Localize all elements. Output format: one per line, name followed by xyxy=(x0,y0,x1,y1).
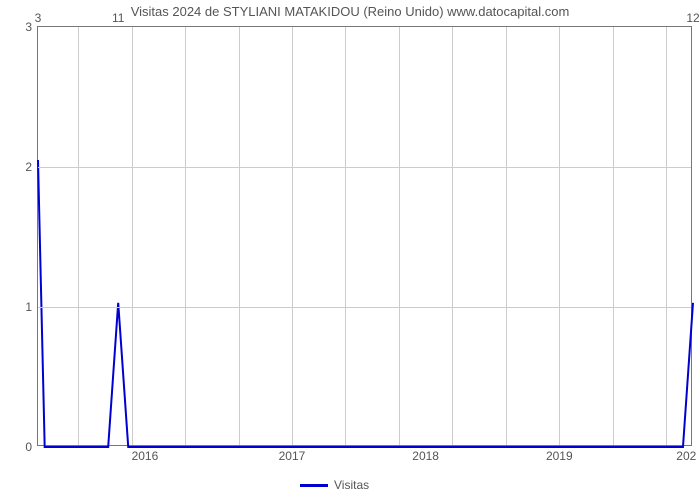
legend-swatch xyxy=(300,484,328,487)
y-tick-label: 1 xyxy=(25,300,32,314)
gridline-vertical xyxy=(452,27,453,445)
gridline-vertical xyxy=(613,27,614,445)
chart-container: { "chart": { "type": "line", "title": "V… xyxy=(0,0,700,500)
gridline-vertical xyxy=(559,27,560,445)
gridline-vertical xyxy=(185,27,186,445)
gridline-vertical xyxy=(399,27,400,445)
gridline-vertical xyxy=(666,27,667,445)
gridline-vertical xyxy=(292,27,293,445)
y-tick-label: 3 xyxy=(25,20,32,34)
peak-label: 3 xyxy=(35,11,42,25)
gridline-vertical xyxy=(78,27,79,445)
chart-title: Visitas 2024 de STYLIANI MATAKIDOU (Rein… xyxy=(0,4,700,19)
peak-label: 12 xyxy=(686,11,699,25)
x-tick-label: 2018 xyxy=(412,449,439,463)
gridline-vertical xyxy=(506,27,507,445)
x-tick-label: 202 xyxy=(676,449,696,463)
y-tick-label: 0 xyxy=(25,440,32,454)
line-series xyxy=(38,27,693,447)
gridline-vertical xyxy=(239,27,240,445)
peak-label: 11 xyxy=(112,11,124,25)
gridline-horizontal xyxy=(38,167,691,168)
gridline-vertical xyxy=(132,27,133,445)
legend: Visitas xyxy=(300,478,369,492)
gridline-vertical xyxy=(345,27,346,445)
plot-area: 0123201620172018201920231112 xyxy=(37,26,692,446)
legend-label: Visitas xyxy=(334,478,369,492)
x-tick-label: 2017 xyxy=(279,449,306,463)
y-tick-label: 2 xyxy=(25,160,32,174)
x-tick-label: 2016 xyxy=(132,449,159,463)
x-tick-label: 2019 xyxy=(546,449,573,463)
gridline-horizontal xyxy=(38,307,691,308)
